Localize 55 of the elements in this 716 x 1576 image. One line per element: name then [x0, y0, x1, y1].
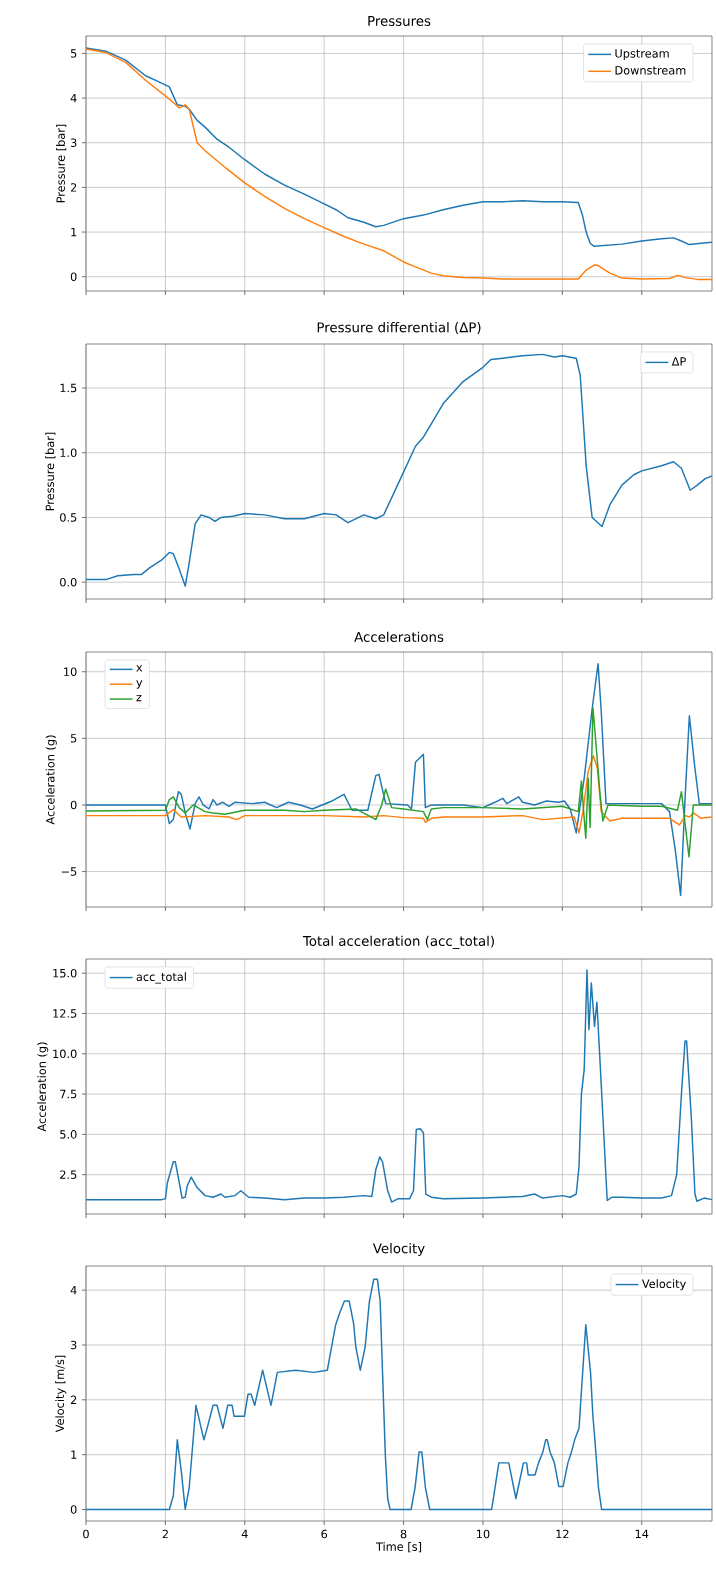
x-axis-title: Time [s] [375, 1542, 422, 1553]
y-tick-label: 2.5 [60, 1170, 77, 1179]
y-tick-label: 3 [70, 138, 77, 148]
y-tick-label: 0.5 [60, 513, 77, 522]
line-series [86, 1278, 712, 1511]
y-tick-label: 0 [70, 800, 77, 810]
legend-label: x [136, 665, 143, 672]
legend-label: ΔP [671, 357, 686, 366]
y-tick-label: 2 [70, 1395, 77, 1405]
y-tick-label: 5.0 [60, 1130, 77, 1139]
line-series [86, 353, 712, 587]
y-tick-label: 15.0 [53, 968, 77, 978]
y-tick-label: 10.0 [53, 1049, 77, 1059]
chart-title: Accelerations [354, 631, 444, 642]
chart-title: Pressure differential (ΔP) [317, 322, 481, 334]
y-axis-title: Acceleration (g) [37, 1042, 49, 1132]
y-tick-label: 0 [70, 1505, 77, 1514]
chart-title: Total acceleration (acc_total) [302, 935, 494, 949]
y-tick-label: 1 [71, 227, 77, 237]
legend-label: Upstream [615, 49, 669, 60]
y-axis-title: Pressure [bar] [45, 432, 56, 511]
line-series [86, 706, 712, 858]
y-tick-label: 5 [70, 734, 77, 743]
legend-label: Downstream [615, 66, 686, 75]
y-tick-label: −5 [61, 867, 77, 876]
x-tick-label: 10 [477, 1529, 490, 1539]
x-tick-label: 4 [241, 1529, 248, 1538]
x-tick-label: 8 [400, 1529, 407, 1539]
x-tick-label: 0 [83, 1529, 89, 1539]
y-tick-label: 1 [71, 1450, 77, 1459]
y-tick-label: 1.5 [60, 383, 77, 393]
y-tick-label: 1.0 [60, 448, 77, 458]
y-tick-label: 7.5 [60, 1089, 77, 1099]
x-tick-label: 6 [321, 1529, 328, 1539]
y-tick-label: 0.0 [60, 577, 77, 587]
chart-title: Pressures [368, 16, 431, 26]
y-tick-label: 4 [70, 1286, 77, 1295]
legend-label: y [136, 680, 143, 689]
y-axis-title: Pressure [bar] [56, 124, 67, 203]
x-tick-label: 14 [635, 1529, 649, 1538]
legend-label: Velocity [641, 1279, 686, 1291]
legend-label: z [136, 695, 142, 702]
y-tick-label: 5 [70, 49, 77, 58]
y-tick-label: 12.5 [53, 1009, 77, 1018]
y-tick-label: 2 [70, 183, 77, 192]
x-tick-label: 12 [556, 1529, 569, 1539]
y-tick-label: 3 [70, 1340, 77, 1350]
y-tick-label: 0 [70, 272, 77, 282]
chart-title: Velocity [372, 1243, 425, 1256]
x-tick-label: 2 [162, 1529, 168, 1539]
y-tick-label: 4 [70, 93, 77, 103]
y-axis-title: Velocity [m/s] [55, 1355, 67, 1433]
legend-label: acc_total [136, 972, 186, 984]
y-tick-label: 10 [64, 667, 77, 677]
y-axis-title: Acceleration (g) [45, 735, 57, 825]
